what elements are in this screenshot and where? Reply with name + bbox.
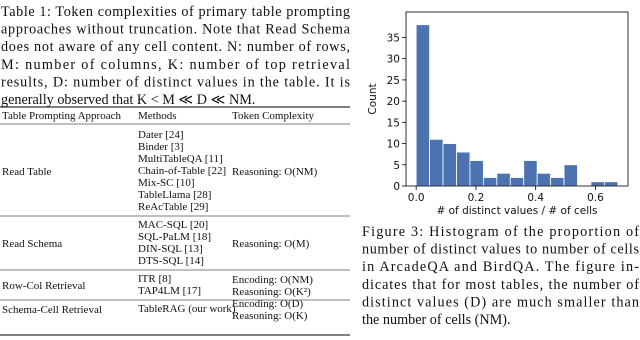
bar	[563, 164, 578, 187]
complexity: Reasoning: O(K)	[232, 310, 308, 322]
y-tick-label: 15	[387, 117, 400, 129]
y-tick-label: 25	[387, 75, 400, 87]
complexity: Reasoning: O(M)	[232, 238, 310, 250]
caption-line: distinct values (D) are much smaller tha…	[362, 294, 639, 310]
bar	[429, 138, 444, 187]
x-tick-label: 0.4	[527, 192, 544, 204]
method: MultiTableQA [11]	[138, 153, 223, 165]
caption-line: Figure 3: Histogram of the proportion of	[362, 224, 639, 240]
bar	[590, 181, 605, 187]
complexity: Encoding: O(D)	[232, 298, 304, 310]
method: ITR [8]	[138, 273, 171, 285]
x-tick-label: 0.6	[587, 192, 604, 204]
bar	[415, 24, 431, 187]
method: MAC-SQL [20]	[138, 219, 208, 231]
caption-line: number of distinct values to number of c…	[362, 242, 639, 258]
method: Dater [24]	[138, 129, 184, 141]
complexity: Encoding: O(NM)	[232, 274, 313, 286]
method: DTS-SQL [14]	[138, 255, 204, 267]
caption-line: in ArcadeQA and BirdQA. The figure in-	[362, 259, 639, 275]
caption-line: the number of cells (NM).	[362, 312, 511, 328]
bar	[496, 172, 511, 187]
y-tick-label: 0	[393, 181, 400, 193]
caption-line: generally observed that K < M ≪ D ≪ NM.	[1, 92, 255, 108]
bar	[509, 177, 525, 187]
bar	[536, 172, 552, 187]
y-tick-label: 5	[393, 160, 400, 172]
complexity: Reasoning: O(K²)	[232, 286, 311, 298]
approach: Read Schema	[2, 238, 62, 250]
method: Chain-of-Table [22]	[138, 165, 226, 177]
y-tick-label: 30	[387, 54, 400, 66]
approach: Row-Col Retrieval	[2, 280, 85, 292]
y-axis-label: Count	[367, 83, 379, 114]
method: Binder [3]	[138, 141, 184, 153]
table-header: Token Complexity	[232, 110, 315, 122]
method: SQL-PaLM [18]	[138, 231, 211, 243]
table-header: Table Prompting Approach	[2, 110, 121, 122]
method: TableRAG (our work)	[138, 303, 236, 315]
y-tick-label: 20	[387, 96, 400, 108]
caption-line: Table 1: Token complexities of primary t…	[1, 4, 350, 20]
bar	[442, 143, 457, 187]
bar	[603, 181, 619, 187]
bar	[550, 177, 565, 187]
x-tick-label: 0.0	[408, 192, 425, 204]
bar	[523, 160, 538, 187]
x-axis-label: # of distinct values / # of cells	[436, 205, 597, 217]
bar	[456, 151, 471, 187]
method: TAP4LM [17]	[138, 285, 201, 297]
caption-line: results, D: number of distinct values in…	[1, 74, 350, 90]
caption-line: dicates that for most tables, the number…	[362, 277, 639, 293]
method: Mix-SC [10]	[138, 177, 195, 189]
table-header: Methods	[138, 110, 177, 122]
bar	[482, 177, 498, 187]
complexity: Reasoning: O(NM)	[232, 166, 318, 178]
caption-line: M: number of columns, K: number of top r…	[1, 57, 350, 73]
method: ReAcTable [29]	[138, 201, 208, 213]
approach: Read Table	[2, 166, 52, 178]
y-tick-label: 35	[387, 32, 400, 44]
plot-frame	[405, 11, 629, 187]
approach: Schema-Cell Retrieval	[2, 304, 102, 316]
bar	[469, 160, 484, 187]
x-tick-label: 0.2	[468, 192, 485, 204]
caption-line: does not aware of any cell content. N: n…	[1, 39, 350, 55]
y-tick-label: 10	[387, 139, 400, 151]
method: TableLlama [28]	[138, 189, 211, 201]
caption-line: approaches without truncation. Note that…	[1, 22, 351, 38]
method: DIN-SQL [13]	[138, 243, 203, 255]
